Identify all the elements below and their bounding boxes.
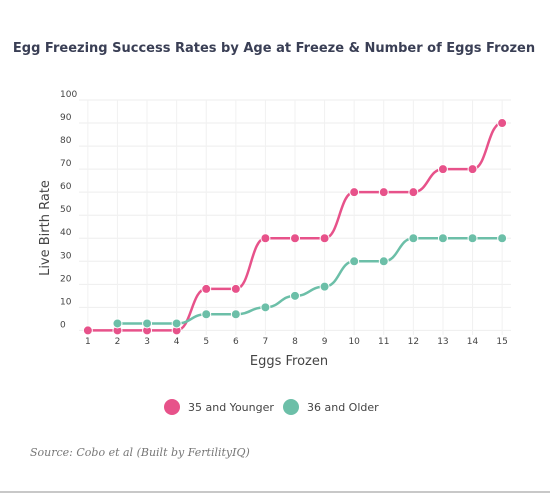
data-point-series-1[interactable] — [319, 281, 330, 292]
data-point-series-1[interactable] — [497, 233, 508, 244]
data-point-series-0[interactable] — [319, 233, 330, 244]
x-tick-label: 13 — [437, 337, 448, 347]
y-tick-labels: 0 10 20 30 40 50 60 70 80 90 100 — [60, 90, 77, 330]
y-axis-title: Live Birth Rate — [38, 180, 53, 276]
y-tick-label: 0 — [60, 320, 66, 330]
y-tick-label: 90 — [60, 113, 72, 123]
source-note: Source: Cobo et al (Built by FertilityIQ… — [30, 446, 250, 459]
data-point-series-1[interactable] — [201, 309, 212, 320]
legend-label-series-0: 35 and Younger — [188, 401, 274, 414]
legend-swatch-series-0 — [164, 399, 180, 415]
x-tick-label: 5 — [203, 337, 209, 347]
data-point-series-1[interactable] — [142, 318, 153, 329]
y-tick-label: 80 — [60, 136, 72, 146]
data-point-series-0[interactable] — [290, 233, 300, 244]
legend-item-series-0[interactable]: 35 and Younger — [164, 399, 274, 415]
x-tick-label: 7 — [263, 337, 269, 347]
data-point-series-1[interactable] — [467, 233, 478, 244]
data-point-series-0[interactable] — [378, 187, 389, 198]
x-tick-label: 15 — [496, 337, 507, 347]
x-axis-title: Eggs Frozen — [250, 354, 328, 369]
series-line-1 — [117, 236, 503, 325]
data-point-series-1[interactable] — [437, 233, 448, 244]
data-point-series-1[interactable] — [290, 290, 300, 301]
x-tick-label: 11 — [378, 337, 389, 347]
x-tick-label: 12 — [408, 337, 419, 347]
data-point-series-0[interactable] — [230, 283, 241, 294]
y-tick-label: 60 — [60, 182, 72, 192]
legend: 35 and Younger 36 and Older — [164, 399, 379, 415]
data-point-series-1[interactable] — [378, 256, 389, 267]
data-point-series-1[interactable] — [349, 256, 360, 267]
data-point-series-1[interactable] — [230, 309, 241, 320]
x-tick-label: 10 — [348, 337, 360, 347]
data-point-series-0[interactable] — [408, 187, 419, 198]
legend-swatch-series-1 — [283, 399, 299, 415]
y-tick-label: 70 — [60, 159, 72, 169]
data-point-series-1[interactable] — [112, 318, 123, 329]
data-point-series-0[interactable] — [201, 283, 212, 294]
data-point-series-0[interactable] — [437, 164, 448, 175]
x-tick-label: 9 — [322, 337, 328, 347]
x-tick-label: 6 — [233, 337, 239, 347]
x-tick-label: 1 — [85, 337, 91, 347]
data-point-series-0[interactable] — [82, 325, 93, 336]
y-tick-label: 40 — [60, 228, 72, 238]
gridlines — [79, 99, 511, 335]
x-tick-label: 8 — [292, 337, 298, 347]
chart-title: Egg Freezing Success Rates by Age at Fre… — [13, 41, 535, 56]
data-point-series-0[interactable] — [467, 164, 478, 175]
data-point-series-0[interactable] — [497, 118, 508, 129]
y-tick-label: 100 — [60, 90, 77, 100]
data-point-series-1[interactable] — [171, 318, 182, 329]
legend-item-series-1[interactable]: 36 and Older — [283, 399, 379, 415]
data-point-series-1[interactable] — [408, 233, 419, 244]
x-tick-label: 4 — [174, 337, 180, 347]
data-point-series-0[interactable] — [260, 233, 271, 244]
y-tick-label: 50 — [60, 205, 72, 215]
legend-label-series-1: 36 and Older — [307, 401, 379, 414]
y-tick-label: 30 — [60, 251, 72, 261]
series-points — [82, 118, 508, 336]
data-point-series-0[interactable] — [349, 187, 360, 198]
x-tick-label: 3 — [144, 337, 150, 347]
data-point-series-1[interactable] — [260, 302, 271, 313]
bottom-divider — [0, 491, 550, 493]
y-tick-label: 10 — [60, 297, 72, 307]
x-tick-label: 2 — [115, 337, 121, 347]
y-tick-label: 20 — [60, 274, 72, 284]
x-tick-label: 14 — [467, 337, 479, 347]
x-tick-labels: 1 2 3 4 5 6 7 8 9 10 11 12 13 14 15 — [85, 337, 508, 347]
